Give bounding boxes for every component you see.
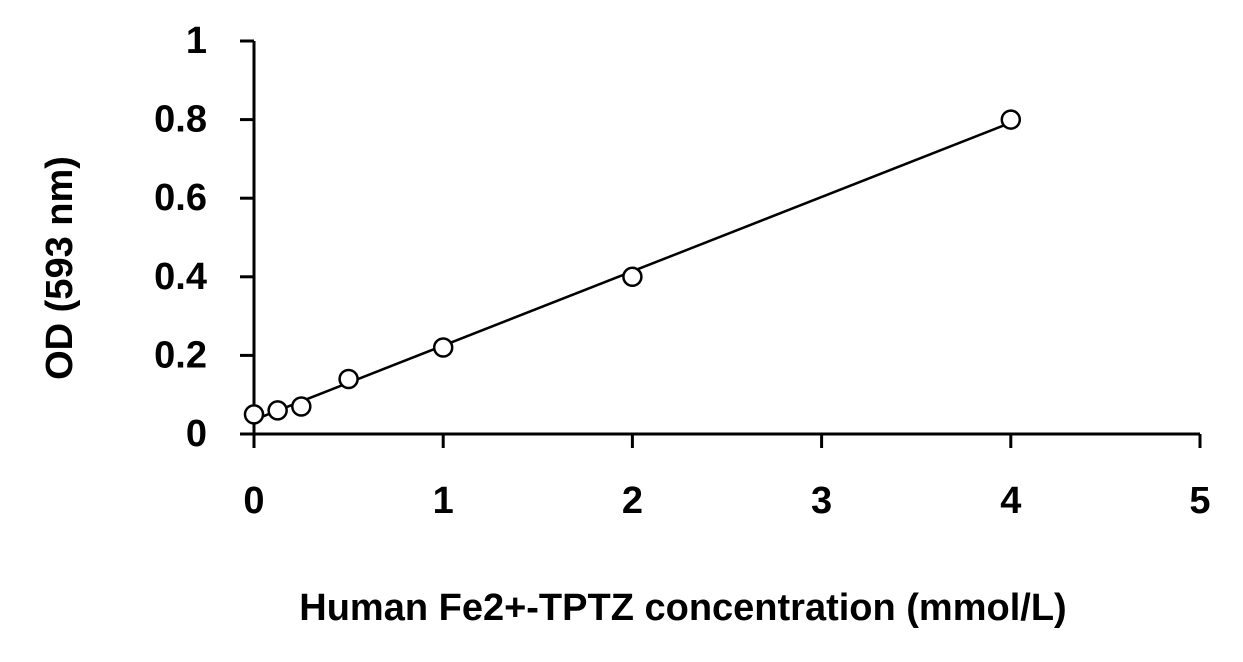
x-axis-title: Human Fe2+-TPTZ concentration (mmol/L)	[299, 587, 1066, 629]
x-tick-label: 3	[811, 480, 832, 522]
data-point	[338, 368, 359, 390]
data-point	[267, 400, 288, 421]
y-tick-label: 0	[186, 413, 207, 455]
x-tick-label: 1	[433, 480, 454, 522]
y-axis-title: OD (593 nm)	[39, 156, 81, 380]
data-point	[243, 404, 265, 425]
data-point	[1000, 109, 1022, 130]
data-point	[291, 396, 312, 417]
x-tick-label: 4	[1000, 480, 1021, 522]
y-tick-label: 0.4	[154, 256, 207, 298]
x-tick-label: 2	[622, 480, 643, 522]
x-tick-label: 5	[1189, 480, 1210, 522]
data-point	[432, 337, 454, 358]
y-tick-label: 1	[186, 20, 207, 62]
y-ticks: 0 0.2 0.4 0.6 0.8 1	[154, 20, 254, 455]
points	[243, 109, 1022, 425]
x-ticks: 0 1 2 3 4 5	[243, 434, 1211, 522]
data-point	[622, 266, 643, 288]
x-tick-label: 0	[243, 480, 264, 522]
y-tick-label: 0.6	[154, 177, 207, 219]
y-tick-label: 0.2	[154, 334, 207, 376]
y-tick-label: 0.8	[154, 99, 207, 141]
axes	[252, 41, 1200, 436]
